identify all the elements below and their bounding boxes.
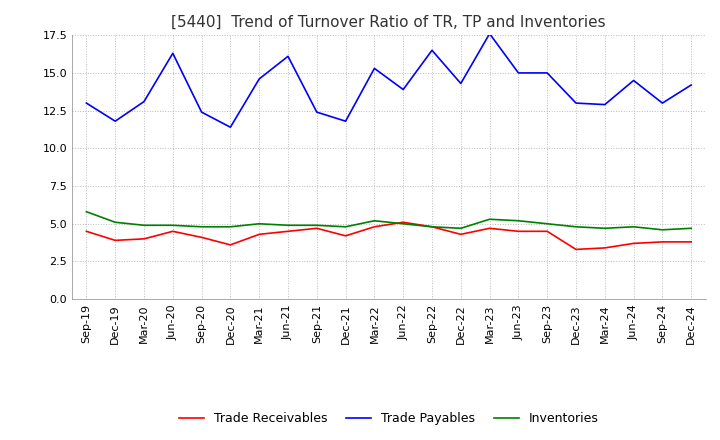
Inventories — [111, 220, 120, 225]
Inventories — [456, 226, 465, 231]
Inventories — [312, 223, 321, 228]
Inventories — [600, 226, 609, 231]
Trade Receivables — [82, 229, 91, 234]
Line: Trade Payables: Trade Payables — [86, 34, 691, 127]
Inventories — [658, 227, 667, 232]
Title: [5440]  Trend of Turnover Ratio of TR, TP and Inventories: [5440] Trend of Turnover Ratio of TR, TP… — [171, 15, 606, 30]
Inventories — [543, 221, 552, 227]
Trade Receivables — [284, 229, 292, 234]
Trade Receivables — [370, 224, 379, 229]
Inventories — [428, 224, 436, 229]
Trade Receivables — [197, 235, 206, 240]
Inventories — [485, 216, 494, 222]
Inventories — [572, 224, 580, 229]
Trade Receivables — [514, 229, 523, 234]
Inventories — [255, 221, 264, 227]
Trade Payables — [255, 76, 264, 81]
Trade Receivables — [168, 229, 177, 234]
Inventories — [341, 224, 350, 229]
Trade Receivables — [111, 238, 120, 243]
Trade Payables — [341, 118, 350, 124]
Trade Payables — [600, 102, 609, 107]
Trade Receivables — [312, 226, 321, 231]
Trade Payables — [428, 48, 436, 53]
Trade Receivables — [543, 229, 552, 234]
Trade Payables — [168, 51, 177, 56]
Trade Payables — [456, 81, 465, 86]
Inventories — [168, 223, 177, 228]
Trade Payables — [485, 31, 494, 37]
Trade Payables — [687, 82, 696, 88]
Trade Payables — [370, 66, 379, 71]
Trade Payables — [629, 78, 638, 83]
Trade Receivables — [399, 220, 408, 225]
Inventories — [629, 224, 638, 229]
Trade Payables — [514, 70, 523, 76]
Trade Receivables — [658, 239, 667, 245]
Inventories — [82, 209, 91, 214]
Inventories — [140, 223, 148, 228]
Trade Payables — [658, 100, 667, 106]
Trade Receivables — [600, 245, 609, 250]
Trade Payables — [226, 125, 235, 130]
Trade Payables — [82, 100, 91, 106]
Legend: Trade Receivables, Trade Payables, Inventories: Trade Receivables, Trade Payables, Inven… — [174, 407, 604, 430]
Trade Payables — [284, 54, 292, 59]
Trade Payables — [312, 110, 321, 115]
Line: Inventories: Inventories — [86, 212, 691, 230]
Line: Trade Receivables: Trade Receivables — [86, 222, 691, 249]
Trade Receivables — [485, 226, 494, 231]
Trade Payables — [197, 110, 206, 115]
Trade Payables — [572, 100, 580, 106]
Trade Payables — [399, 87, 408, 92]
Trade Receivables — [255, 232, 264, 237]
Trade Receivables — [140, 236, 148, 242]
Inventories — [687, 226, 696, 231]
Trade Receivables — [456, 232, 465, 237]
Trade Payables — [111, 118, 120, 124]
Inventories — [370, 218, 379, 224]
Trade Receivables — [341, 233, 350, 238]
Trade Receivables — [428, 224, 436, 229]
Inventories — [284, 223, 292, 228]
Trade Receivables — [572, 247, 580, 252]
Trade Payables — [543, 70, 552, 76]
Inventories — [197, 224, 206, 229]
Inventories — [399, 221, 408, 227]
Trade Receivables — [226, 242, 235, 248]
Inventories — [514, 218, 523, 224]
Trade Receivables — [629, 241, 638, 246]
Trade Receivables — [687, 239, 696, 245]
Inventories — [226, 224, 235, 229]
Trade Payables — [140, 99, 148, 104]
